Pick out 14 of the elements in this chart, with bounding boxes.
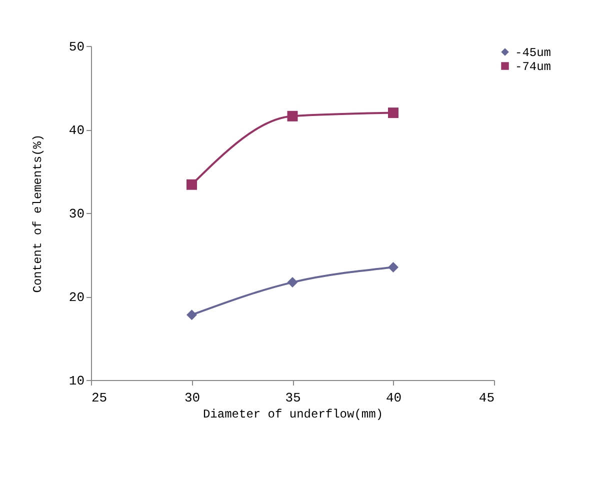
x-tick-label: 30 <box>184 390 200 406</box>
y-tick-label: 10 <box>68 374 84 388</box>
x-axis-title: Diameter of underflow(mm) <box>202 408 384 422</box>
y-tick-label: 20 <box>68 290 84 305</box>
x-tick-label: 25 <box>92 390 108 406</box>
y-tick-label: 40 <box>68 123 84 138</box>
y-axis-title: Content of elements(%) <box>30 134 45 293</box>
x-tick-label: 45 <box>478 390 494 406</box>
x-tick-label: 35 <box>285 390 301 406</box>
y-tick-label: 50 <box>68 40 84 54</box>
x-tick-label: 40 <box>386 390 402 406</box>
y-tick-label: 30 <box>68 206 84 222</box>
legend-label: -74um <box>515 60 552 74</box>
legend-label: -45um <box>515 46 552 60</box>
